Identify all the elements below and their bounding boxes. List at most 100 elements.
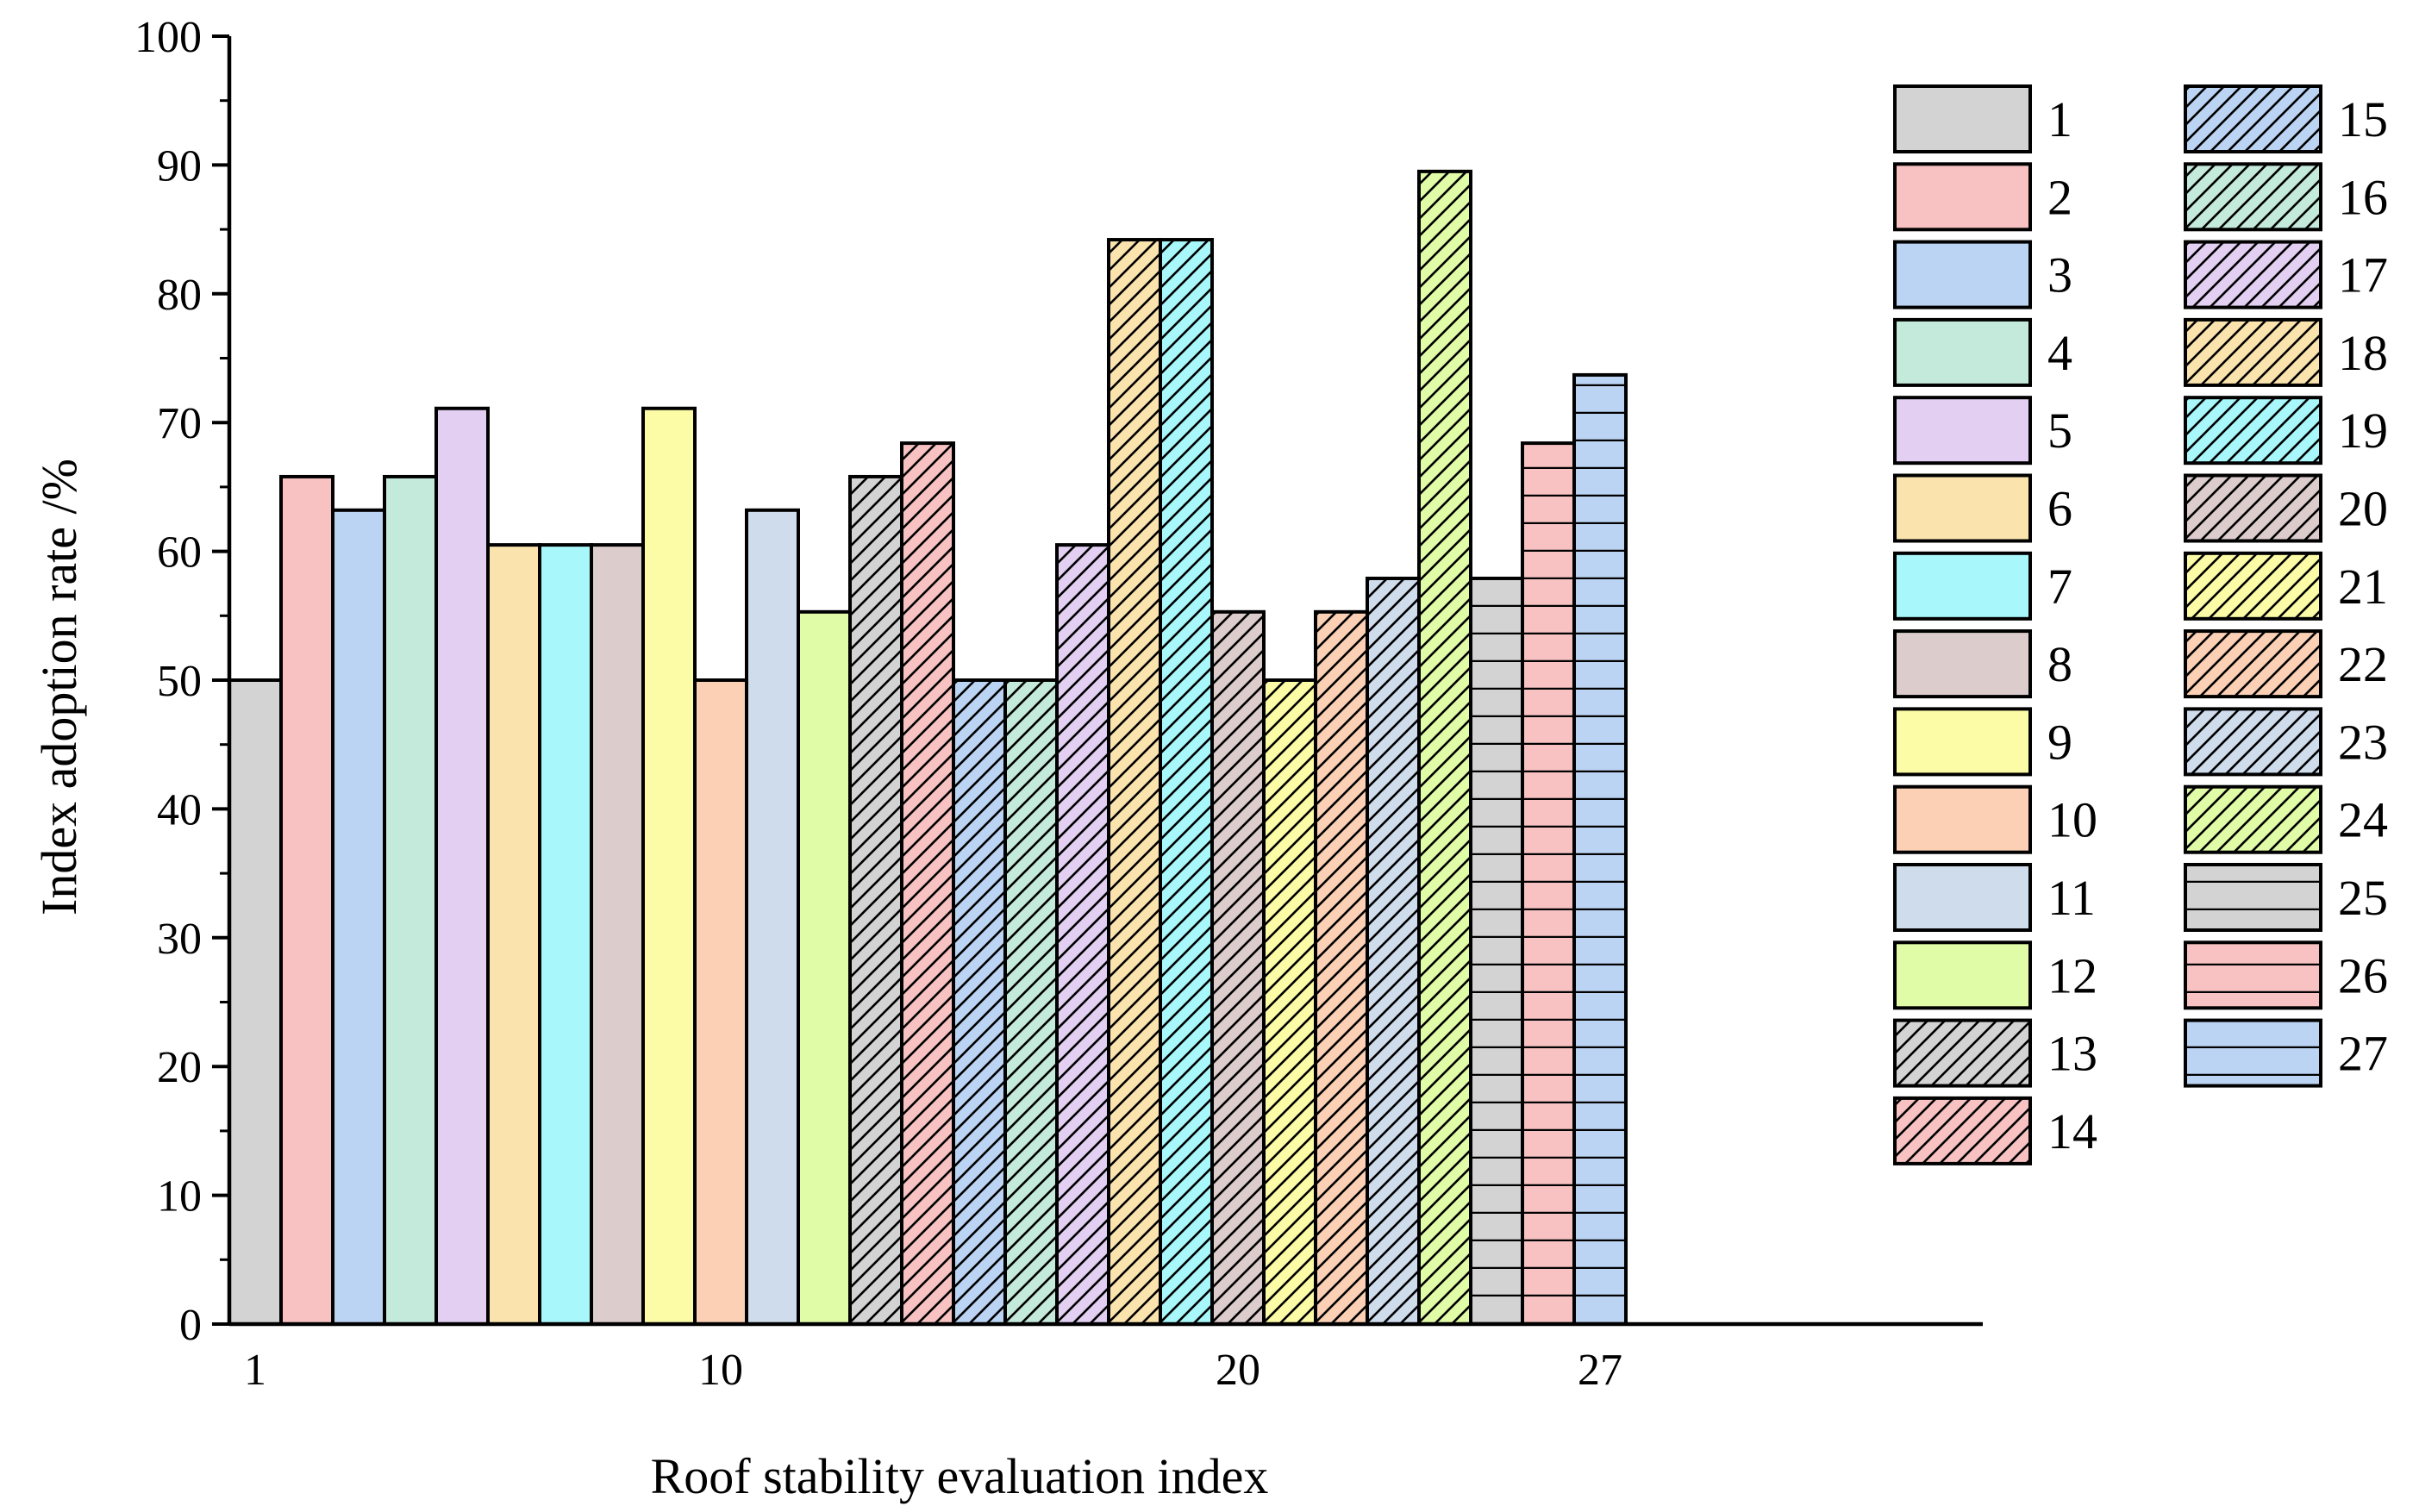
bars-group — [228, 169, 1628, 1326]
legend-label-24: 24 — [2338, 792, 2388, 848]
legend-label-20: 20 — [2338, 481, 2388, 537]
bar-12 — [797, 609, 852, 1326]
bar-22 — [1314, 609, 1369, 1326]
bar-4 — [383, 474, 438, 1326]
y-tick-label: 20 — [157, 1043, 202, 1092]
legend-label-12: 12 — [2047, 947, 2097, 1003]
bar-15 — [952, 678, 1007, 1326]
legend-label-13: 13 — [2047, 1026, 2097, 1082]
y-tick-label: 10 — [157, 1172, 202, 1221]
bar-2 — [279, 474, 334, 1326]
bar-11 — [745, 508, 800, 1326]
legend-swatch-13 — [1893, 1018, 2032, 1088]
legend-swatch-19 — [2184, 396, 2322, 465]
legend-swatch-2 — [1893, 162, 2032, 232]
legend-swatch-6 — [1893, 473, 2032, 543]
bar-17 — [1055, 543, 1110, 1326]
bar-23 — [1366, 576, 1421, 1326]
legend-label-7: 7 — [2047, 559, 2072, 615]
bar-18 — [1107, 238, 1162, 1326]
legend-label-26: 26 — [2338, 947, 2388, 1003]
legend-swatch-24 — [2184, 784, 2322, 854]
y-tick-label: 80 — [157, 271, 202, 320]
legend-swatch-25 — [2184, 863, 2322, 932]
legend-swatch-7 — [1893, 551, 2032, 621]
y-tick-label: 60 — [157, 528, 202, 578]
legend-swatch-15 — [2184, 84, 2322, 153]
legend-swatch-27 — [2184, 1018, 2322, 1088]
legend-label-21: 21 — [2338, 559, 2388, 615]
legend-swatch-8 — [1893, 629, 2032, 699]
legend-label-16: 16 — [2338, 169, 2388, 225]
x-axis-title: Roof stability evaluation index — [651, 1448, 1269, 1504]
legend-swatch-18 — [2184, 317, 2322, 387]
bar-3 — [331, 508, 386, 1326]
x-tick-label-20: 20 — [1216, 1346, 1260, 1395]
bar-9 — [641, 406, 697, 1326]
legend-swatch-3 — [1893, 240, 2032, 309]
legend-label-6: 6 — [2047, 481, 2072, 537]
bar-25 — [1469, 576, 1524, 1326]
legend-label-11: 11 — [2047, 870, 2096, 926]
legend-label-5: 5 — [2047, 403, 2072, 459]
legend-swatch-20 — [2184, 473, 2322, 543]
bar-21 — [1262, 678, 1317, 1326]
bar-6 — [486, 543, 541, 1326]
legend-label-8: 8 — [2047, 636, 2072, 692]
legend-label-15: 15 — [2338, 91, 2388, 147]
legend-swatch-11 — [1893, 863, 2032, 932]
bar-8 — [590, 543, 645, 1326]
bar-19 — [1159, 238, 1214, 1326]
x-tick-label-27: 27 — [1578, 1346, 1622, 1395]
legend-label-14: 14 — [2047, 1103, 2097, 1159]
legend-label-18: 18 — [2338, 325, 2388, 381]
y-tick-label: 40 — [157, 785, 202, 834]
bar-5 — [434, 406, 490, 1326]
legend-label-22: 22 — [2338, 636, 2388, 692]
y-tick-label: 30 — [157, 915, 202, 964]
y-tick-label: 90 — [157, 141, 202, 191]
legend: 1234567891011121314151617181920212223242… — [1893, 84, 2388, 1165]
bar-10 — [693, 678, 748, 1326]
legend-swatch-22 — [2184, 629, 2322, 699]
y-tick-label: 70 — [157, 399, 202, 448]
y-axis-title: Index adoption rate /% — [31, 459, 87, 915]
bar-1 — [228, 678, 283, 1326]
x-tick-label-10: 10 — [698, 1346, 743, 1395]
legend-swatch-5 — [1893, 396, 2032, 465]
legend-label-25: 25 — [2338, 870, 2388, 926]
y-tick-label: 0 — [179, 1301, 202, 1350]
legend-label-10: 10 — [2047, 792, 2097, 848]
y-tick-label: 100 — [134, 13, 202, 62]
bar-20 — [1210, 609, 1266, 1326]
legend-label-17: 17 — [2338, 247, 2388, 303]
legend-label-27: 27 — [2338, 1026, 2388, 1082]
bar-27 — [1572, 372, 1628, 1326]
legend-swatch-12 — [1893, 940, 2032, 1010]
legend-label-23: 23 — [2338, 714, 2388, 770]
y-tick-label: 50 — [157, 657, 202, 706]
bar-16 — [1003, 678, 1059, 1326]
legend-label-3: 3 — [2047, 247, 2072, 303]
legend-swatch-16 — [2184, 162, 2322, 232]
legend-label-9: 9 — [2047, 714, 2072, 770]
legend-label-19: 19 — [2338, 403, 2388, 459]
legend-swatch-14 — [1893, 1096, 2032, 1165]
bar-24 — [1417, 169, 1472, 1326]
legend-swatch-23 — [2184, 707, 2322, 777]
legend-swatch-26 — [2184, 940, 2322, 1010]
legend-swatch-10 — [1893, 784, 2032, 854]
legend-label-1: 1 — [2047, 91, 2072, 147]
legend-swatch-17 — [2184, 240, 2322, 309]
bar-13 — [848, 474, 903, 1326]
legend-swatch-1 — [1893, 84, 2032, 153]
x-tick-label-1: 1 — [244, 1346, 266, 1395]
legend-label-2: 2 — [2047, 169, 2072, 225]
bar-14 — [900, 441, 955, 1326]
legend-swatch-9 — [1893, 707, 2032, 777]
bar-26 — [1521, 441, 1576, 1326]
legend-swatch-4 — [1893, 317, 2032, 387]
bar-7 — [538, 543, 593, 1326]
